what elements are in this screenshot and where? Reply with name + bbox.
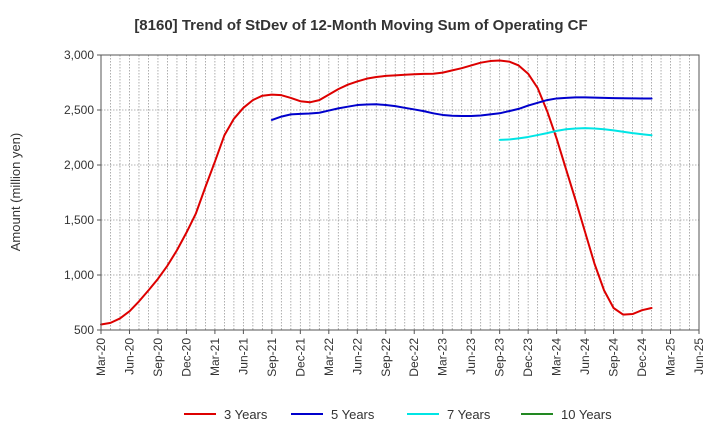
x-tick-label: Dec-22 xyxy=(407,338,421,377)
x-tick-label: Jun-25 xyxy=(692,338,706,375)
x-tick-label: Jun-24 xyxy=(578,338,592,375)
x-tick-label: Jun-23 xyxy=(464,338,478,375)
x-tick-label: Mar-22 xyxy=(322,338,336,376)
x-tick-label: Mar-25 xyxy=(664,338,678,376)
plot-area xyxy=(100,59,653,326)
x-tick-label: Mar-21 xyxy=(208,338,222,376)
y-tick-label: 500 xyxy=(74,323,94,337)
x-tick-label: Jun-22 xyxy=(350,338,364,375)
plot-frame xyxy=(100,54,700,331)
x-tick-label: Dec-21 xyxy=(293,338,307,377)
y-axis-label: Amount (million yen) xyxy=(8,133,23,252)
x-tick-label: Mar-24 xyxy=(550,338,564,376)
y-tick-label: 1,500 xyxy=(64,213,94,227)
legend-label: 3 Years xyxy=(224,407,268,422)
legend: 3 Years 5 Years 7 Years 10 Years xyxy=(184,407,612,422)
x-tick-label: Sep-22 xyxy=(379,338,393,377)
legend-label: 5 Years xyxy=(331,407,375,422)
legend-label: 7 Years xyxy=(447,407,491,422)
series-line-7-years xyxy=(498,127,653,141)
grid xyxy=(101,55,699,330)
series-line-3-years xyxy=(100,59,653,326)
chart-title: [8160] Trend of StDev of 12-Month Moving… xyxy=(134,17,587,34)
x-tick-label: Jun-21 xyxy=(236,338,250,375)
y-axis: 500 1,000 1,500 2,000 2,500 3,000 xyxy=(64,48,101,337)
x-tick-label: Sep-23 xyxy=(493,338,507,377)
x-tick-label: Sep-21 xyxy=(265,338,279,377)
x-tick-label: Dec-20 xyxy=(179,338,193,377)
series-line-5-years xyxy=(270,96,653,121)
x-tick-label: Mar-23 xyxy=(436,338,450,376)
x-tick-label: Sep-24 xyxy=(607,338,621,377)
x-tick-label: Dec-23 xyxy=(521,338,535,377)
x-tick-label: Dec-24 xyxy=(635,338,649,377)
x-tick-label: Jun-20 xyxy=(122,338,136,375)
legend-label: 10 Years xyxy=(561,407,612,422)
y-tick-label: 2,000 xyxy=(64,158,94,172)
x-axis: Mar-20 Jun-20 Sep-20 Dec-20 Mar-21 Jun-21 Sep-… xyxy=(94,330,706,377)
x-tick-label: Mar-20 xyxy=(94,338,108,376)
y-tick-label: 2,500 xyxy=(64,103,94,117)
x-tick-label: Sep-20 xyxy=(151,338,165,377)
y-tick-label: 3,000 xyxy=(64,48,94,62)
y-tick-label: 1,000 xyxy=(64,268,94,282)
